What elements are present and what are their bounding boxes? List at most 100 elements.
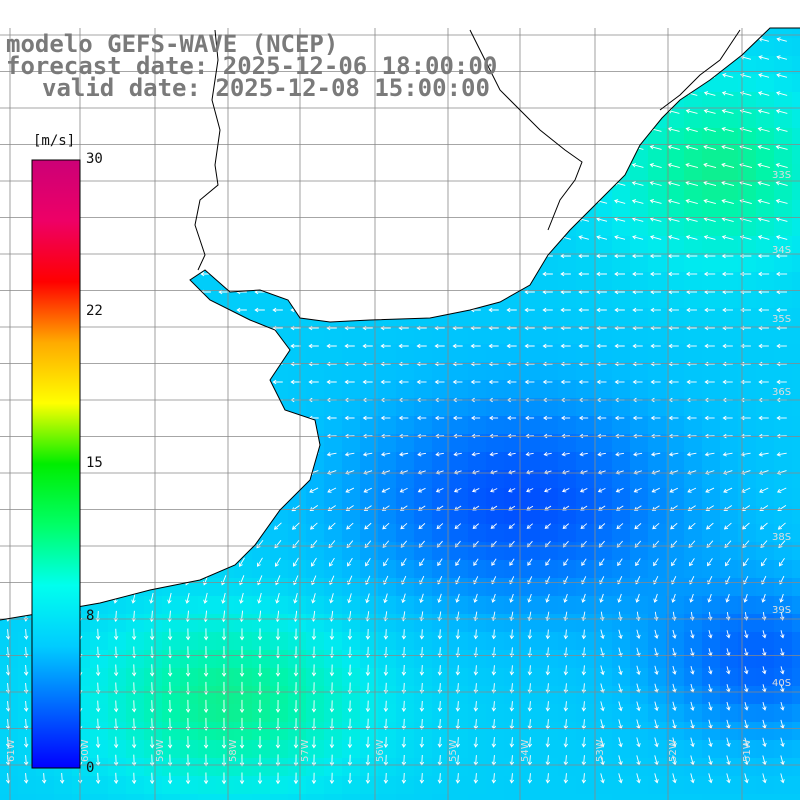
wind-cell (180, 686, 199, 705)
wind-cell (414, 632, 433, 651)
wind-arrow (581, 683, 587, 694)
wind-arrow (401, 682, 407, 694)
wind-arrow (525, 415, 535, 421)
wind-arrow (326, 343, 337, 349)
wind-cell (486, 632, 505, 651)
wind-cell (774, 200, 793, 219)
wind-cell (612, 362, 631, 381)
wind-arrow (257, 592, 262, 604)
wind-arrow (722, 73, 734, 78)
wind-cell (774, 542, 793, 561)
wind-arrow (329, 718, 335, 731)
wind-cell (792, 344, 800, 363)
wind-cell (36, 794, 55, 800)
wind-cell (738, 74, 757, 93)
valid-date: valid date: 2025-12-08 15:00:00 (42, 74, 490, 102)
wind-cell (558, 668, 577, 687)
wind-arrow (685, 180, 698, 187)
wind-cell (594, 344, 613, 363)
wind-cell (792, 110, 800, 129)
wind-cell (126, 632, 145, 651)
wind-cell (774, 236, 793, 255)
wind-cell (468, 434, 487, 453)
wind-cell (306, 650, 325, 669)
wind-cell (450, 488, 469, 507)
wind-arrow (488, 361, 499, 367)
wind-cell (342, 506, 361, 525)
wind-cell (558, 614, 577, 633)
wind-cell (594, 542, 613, 561)
wind-cell (504, 416, 523, 435)
wind-cell (414, 794, 433, 800)
wind-cell (738, 560, 757, 579)
wind-cell (738, 182, 757, 201)
wind-arrow (652, 522, 660, 530)
wind-cell (324, 686, 343, 705)
lat-label: 38S (772, 532, 791, 543)
wind-cell (666, 704, 685, 723)
wind-arrow (506, 307, 517, 313)
wind-arrow (524, 343, 535, 349)
wind-cell (324, 344, 343, 363)
wind-cell (396, 704, 415, 723)
wind-arrow (453, 451, 462, 457)
wind-arrow (380, 343, 391, 349)
wind-arrow (650, 379, 661, 385)
wind-cell (684, 146, 703, 165)
wind-arrow (455, 558, 461, 567)
wind-cell (162, 704, 181, 723)
wind-cell (360, 326, 379, 345)
wind-cell (288, 758, 307, 777)
wind-arrow (401, 629, 407, 640)
wind-arrow (383, 664, 389, 676)
wind-cell (144, 776, 163, 795)
wind-cell (522, 722, 541, 741)
wind-cell (756, 740, 775, 759)
wind-cell (630, 416, 649, 435)
wind-cell (0, 794, 19, 800)
wind-arrow (653, 593, 658, 603)
wind-cell (468, 794, 487, 800)
wind-arrow (542, 307, 553, 313)
wind-cell (594, 254, 613, 273)
wind-arrow (615, 452, 625, 457)
wind-arrow (275, 736, 281, 749)
wind-cell (594, 722, 613, 741)
wind-arrow (667, 253, 680, 259)
wind-cell (702, 470, 721, 489)
wind-cell (756, 236, 775, 255)
wind-cell (162, 794, 181, 800)
wind-cell (738, 92, 757, 111)
wind-arrow (401, 718, 407, 730)
wind-arrow (708, 773, 713, 784)
wind-cell (594, 632, 613, 651)
wind-arrow (437, 701, 443, 712)
wind-arrow (563, 773, 569, 784)
wind-cell (720, 452, 739, 471)
wind-cell (342, 344, 361, 363)
wind-arrow (560, 271, 571, 277)
wind-cell (180, 776, 199, 795)
wind-cell (684, 326, 703, 345)
wind-cell (360, 542, 379, 561)
wind-arrow (308, 343, 319, 349)
wind-arrow (776, 37, 787, 42)
wind-arrow (329, 664, 335, 677)
wind-arrow (578, 343, 589, 349)
wind-cell (432, 506, 451, 525)
wind-cell (450, 758, 469, 777)
wind-arrow (419, 718, 425, 730)
wind-cell (738, 146, 757, 165)
wind-arrow (203, 592, 208, 604)
wind-arrow (509, 558, 515, 566)
wind-cell (774, 92, 793, 111)
wind-arrow (636, 647, 641, 658)
wind-cell (702, 272, 721, 291)
wind-arrow (776, 343, 787, 349)
wind-cell (468, 380, 487, 399)
wind-cell (756, 362, 775, 381)
wind-cell (486, 794, 505, 800)
wind-arrow (326, 361, 337, 367)
wind-cell (504, 686, 523, 705)
wind-cell (594, 794, 613, 800)
